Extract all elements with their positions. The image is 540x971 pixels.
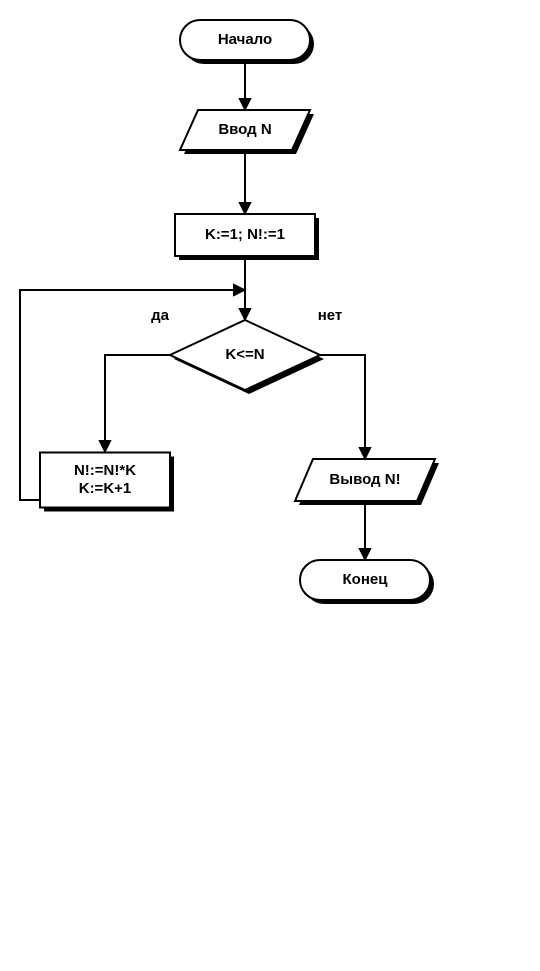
node-input-label: Ввод N [218, 121, 271, 138]
node-start: Начало [180, 20, 314, 64]
node-start-label: Начало [218, 31, 272, 48]
edge-label-да: да [151, 307, 170, 324]
node-body: N!:=N!*KK:=K+1 [40, 453, 174, 512]
node-init: K:=1; N!:=1 [175, 214, 319, 260]
node-output-label: Вывод N! [329, 471, 400, 488]
node-body-line1: K:=K+1 [79, 480, 132, 497]
node-cond-label: K<=N [225, 346, 264, 363]
edge-cond-output: нет [318, 307, 365, 459]
flowchart-canvas: Начало Ввод N K:=1; N!:=1 K<=N N!:=N!*KK:=K+… [0, 0, 540, 971]
edge-cond-body: да [105, 307, 170, 452]
node-cond: K<=N [170, 320, 324, 394]
node-input: Ввод N [180, 110, 314, 154]
node-end: Конец [300, 560, 434, 604]
node-end-label: Конец [343, 571, 389, 588]
node-output: Вывод N! [295, 459, 439, 505]
node-body-line0: N!:=N!*K [74, 462, 136, 479]
node-init-label: K:=1; N!:=1 [205, 226, 285, 243]
edge-label-нет: нет [318, 307, 343, 324]
